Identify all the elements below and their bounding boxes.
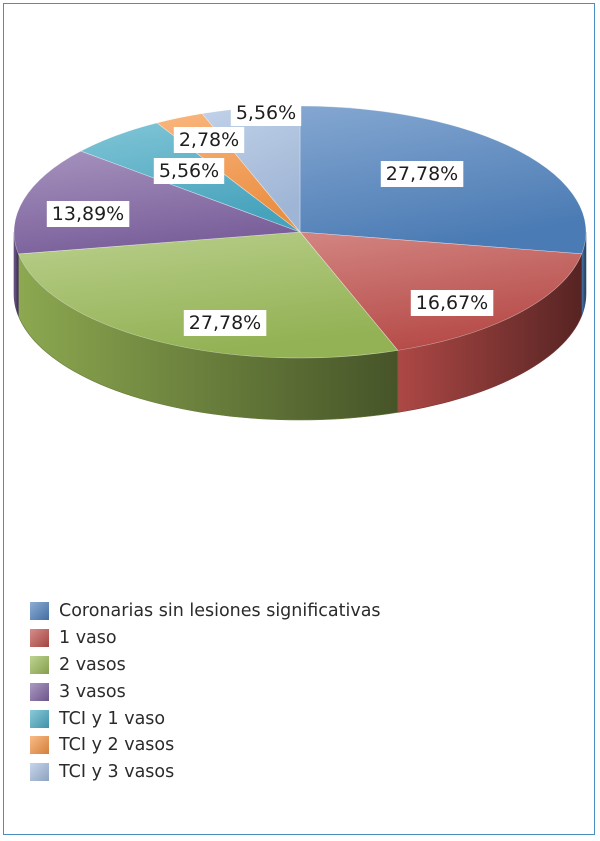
legend-swatch [30,655,49,674]
svg-text:5,56%: 5,56% [236,102,296,124]
svg-text:27,78%: 27,78% [386,163,458,185]
data-label-coronarias-sin-lesiones-significativas: 27,78% [380,161,464,187]
svg-text:27,78%: 27,78% [189,312,261,334]
legend-label: 1 vaso [59,628,117,649]
legend-label: 3 vasos [59,681,126,702]
legend-swatch [30,709,49,728]
legend-item-1-vaso: 1 vaso [30,625,381,652]
legend-item-3-vasos: 3 vasos [30,678,381,705]
svg-text:16,67%: 16,67% [416,292,488,314]
legend-label: Coronarias sin lesiones significativas [59,601,381,622]
data-label-3-vasos: 13,89% [46,201,130,227]
svg-text:5,56%: 5,56% [159,160,219,182]
legend-item-coronarias-sin-lesiones-significativas: Coronarias sin lesiones significativas [30,598,381,625]
legend-item-2-vasos: 2 vasos [30,652,381,679]
legend-label: 2 vasos [59,654,126,675]
data-label-2-vasos: 27,78% [183,310,267,336]
data-label-tci-y-2-vasos: 2,78% [173,127,245,153]
legend-label: TCI y 1 vaso [59,708,166,729]
legend-swatch [30,629,49,648]
pie-slice-3-vasos [13,150,301,255]
data-label-tci-y-3-vasos: 5,56% [230,100,302,126]
legend-label: TCI y 3 vasos [59,762,175,783]
legend-swatch [30,602,49,621]
data-label-tci-y-1-vaso: 5,56% [153,158,225,184]
legend-item-tci-y-3-vasos: TCI y 3 vasos [30,759,381,786]
legend-label: TCI y 2 vasos [59,735,175,756]
legend: Coronarias sin lesiones significativas 1 … [30,598,381,786]
legend-swatch [30,763,49,782]
legend-swatch [30,682,49,701]
svg-text:2,78%: 2,78% [179,129,239,151]
data-label-1-vaso: 16,67% [410,290,494,316]
legend-item-tci-y-2-vasos: TCI y 2 vasos [30,732,381,759]
pie-slice-2-vasos [17,231,399,359]
legend-item-tci-y-1-vaso: TCI y 1 vaso [30,705,381,732]
legend-swatch [30,736,49,755]
svg-text:13,89%: 13,89% [52,203,124,225]
